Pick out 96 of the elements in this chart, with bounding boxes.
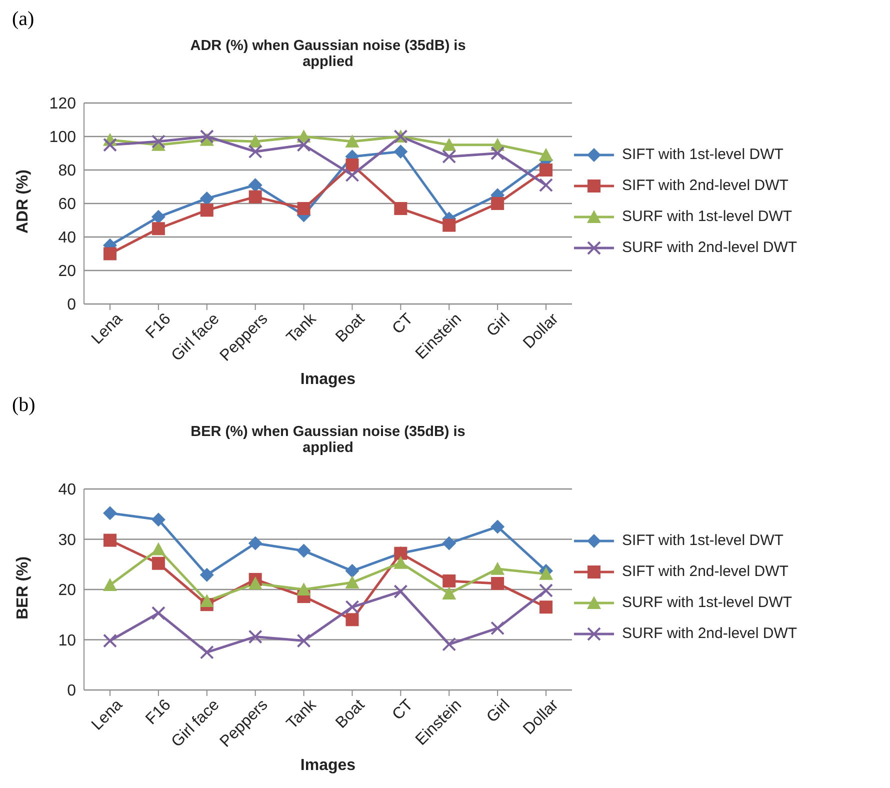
point bbox=[345, 575, 360, 588]
y-tick-label: 30 bbox=[58, 532, 76, 549]
x-tick-label: F16 bbox=[142, 310, 174, 342]
point bbox=[490, 146, 505, 160]
point bbox=[345, 564, 360, 578]
point bbox=[442, 637, 456, 652]
point bbox=[152, 222, 165, 236]
text: (a) bbox=[12, 8, 34, 31]
y-tick-label: 40 bbox=[58, 230, 76, 247]
chart-title: BER (%) when Gaussian noise (35dB) is applied bbox=[190, 424, 466, 456]
y-axis-title: ADR (%) bbox=[14, 170, 32, 234]
point bbox=[152, 556, 165, 570]
point bbox=[200, 645, 214, 660]
x-tick-label: Girl bbox=[484, 696, 514, 726]
text: (b) bbox=[12, 394, 36, 417]
x-axis-title: Images bbox=[300, 371, 356, 388]
y-tick-label: 0 bbox=[67, 682, 76, 700]
point bbox=[540, 164, 552, 176]
point bbox=[539, 148, 553, 161]
point bbox=[248, 190, 262, 204]
x-tick-label: CT bbox=[389, 310, 417, 338]
legend-label: SURF with 1st-level DWT bbox=[622, 594, 792, 611]
y-tick-label: 80 bbox=[58, 162, 76, 180]
point bbox=[104, 247, 116, 260]
y-tick-label: 10 bbox=[58, 632, 76, 650]
point bbox=[442, 586, 456, 600]
point bbox=[346, 613, 359, 626]
point bbox=[490, 520, 505, 534]
point bbox=[345, 134, 360, 148]
point bbox=[103, 578, 117, 591]
chart-title: ADR (%) when Gaussian noise (35dB) is applied bbox=[189, 38, 467, 70]
point bbox=[151, 542, 166, 556]
legend-label: SURF with 1st-level DWT bbox=[622, 208, 792, 225]
legend-label: SIFT with 2nd-level DWT bbox=[622, 563, 788, 580]
point bbox=[345, 600, 360, 614]
point bbox=[442, 536, 456, 550]
point bbox=[491, 576, 504, 590]
point bbox=[296, 634, 311, 648]
point bbox=[394, 556, 408, 569]
point bbox=[248, 536, 262, 550]
point bbox=[345, 168, 360, 182]
point bbox=[296, 544, 311, 558]
point bbox=[539, 178, 553, 192]
x-tick-label: Girl bbox=[484, 310, 514, 340]
point bbox=[151, 512, 166, 527]
point bbox=[394, 584, 408, 599]
point bbox=[442, 574, 456, 588]
point bbox=[490, 621, 505, 636]
x-axis-title: Images bbox=[300, 757, 356, 774]
point bbox=[296, 138, 311, 152]
y-tick-label: 0 bbox=[67, 296, 76, 314]
point bbox=[151, 134, 166, 149]
point bbox=[104, 534, 116, 547]
y-tick-label: 60 bbox=[58, 196, 76, 214]
point bbox=[346, 158, 359, 172]
x-tick-label: F16 bbox=[142, 696, 174, 728]
point bbox=[151, 606, 166, 620]
point bbox=[297, 202, 310, 216]
point bbox=[394, 202, 408, 216]
point bbox=[394, 144, 408, 159]
legend-label: SIFT with 1st-level DWT bbox=[622, 532, 784, 549]
point bbox=[248, 576, 262, 590]
point bbox=[200, 594, 214, 608]
point bbox=[103, 138, 117, 152]
legend-label: SURF with 2nd-level DWT bbox=[622, 625, 798, 642]
point bbox=[491, 197, 504, 210]
point bbox=[103, 634, 117, 648]
y-tick-label: 40 bbox=[58, 482, 76, 499]
x-tick-label: CT bbox=[389, 696, 417, 724]
point bbox=[248, 630, 262, 644]
point bbox=[442, 218, 456, 232]
point bbox=[442, 138, 456, 151]
y-tick-label: 20 bbox=[58, 582, 76, 600]
point bbox=[151, 210, 166, 224]
y-tick-label: 100 bbox=[49, 129, 76, 146]
point bbox=[200, 568, 214, 582]
point bbox=[200, 130, 214, 144]
point bbox=[103, 506, 117, 520]
x-tick-label: Tank bbox=[284, 310, 320, 346]
point bbox=[248, 178, 262, 192]
legend-label: SIFT with 1st-level DWT bbox=[622, 146, 784, 163]
point bbox=[539, 584, 553, 598]
point bbox=[442, 150, 456, 164]
y-tick-label: 120 bbox=[49, 96, 76, 113]
point bbox=[539, 566, 553, 580]
y-tick-label: 20 bbox=[58, 263, 76, 280]
legend-label: SIFT with 2nd-level DWT bbox=[622, 177, 788, 194]
point bbox=[296, 582, 311, 596]
point bbox=[248, 144, 262, 159]
point bbox=[490, 562, 505, 575]
legend-label: SURF with 2nd-level DWT bbox=[622, 239, 798, 256]
point bbox=[540, 600, 552, 614]
point bbox=[200, 204, 214, 217]
point bbox=[200, 191, 214, 206]
y-axis-title: BER (%) bbox=[14, 556, 32, 620]
x-tick-label: Tank bbox=[284, 696, 320, 732]
